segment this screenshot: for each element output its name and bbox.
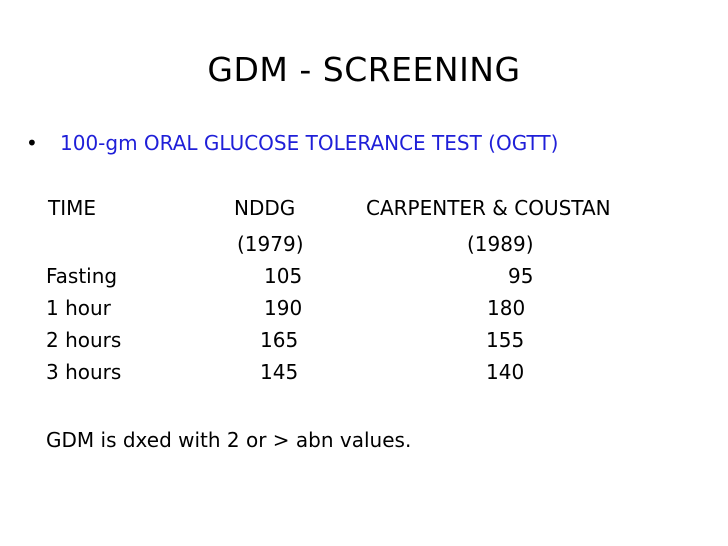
table-row-nddg: 105 [264, 264, 303, 288]
bullet-icon: • [26, 131, 38, 155]
table-row-cc: 95 [508, 264, 534, 288]
subheader-nddg-year: (1979) [237, 232, 304, 256]
table-row-time: Fasting [46, 264, 118, 288]
table-row-nddg: 190 [264, 296, 303, 320]
table-row-cc: 155 [486, 328, 525, 352]
subheader-cc-year: (1989) [467, 232, 534, 256]
table-row-time: 1 hour [46, 296, 111, 320]
table-row-cc: 180 [487, 296, 526, 320]
table-row-nddg: 145 [260, 360, 299, 384]
header-nddg: NDDG [234, 196, 296, 220]
bullet-text: 100-gm ORAL GLUCOSE TOLERANCE TEST (OGTT… [60, 131, 559, 155]
slide-title: GDM - SCREENING [207, 50, 521, 89]
table-row-time: 3 hours [46, 360, 122, 384]
bullet-item: • 100-gm ORAL GLUCOSE TOLERANCE TEST (OGT… [26, 126, 558, 160]
table-row-time: 2 hours [46, 328, 122, 352]
diagnosis-note: GDM is dxed with 2 or > abn values. [46, 428, 412, 452]
table-row-cc: 140 [486, 360, 525, 384]
header-carpenter-coustan: CARPENTER & COUSTAN [366, 196, 611, 220]
table-row-nddg: 165 [260, 328, 299, 352]
header-time: TIME [48, 196, 97, 220]
